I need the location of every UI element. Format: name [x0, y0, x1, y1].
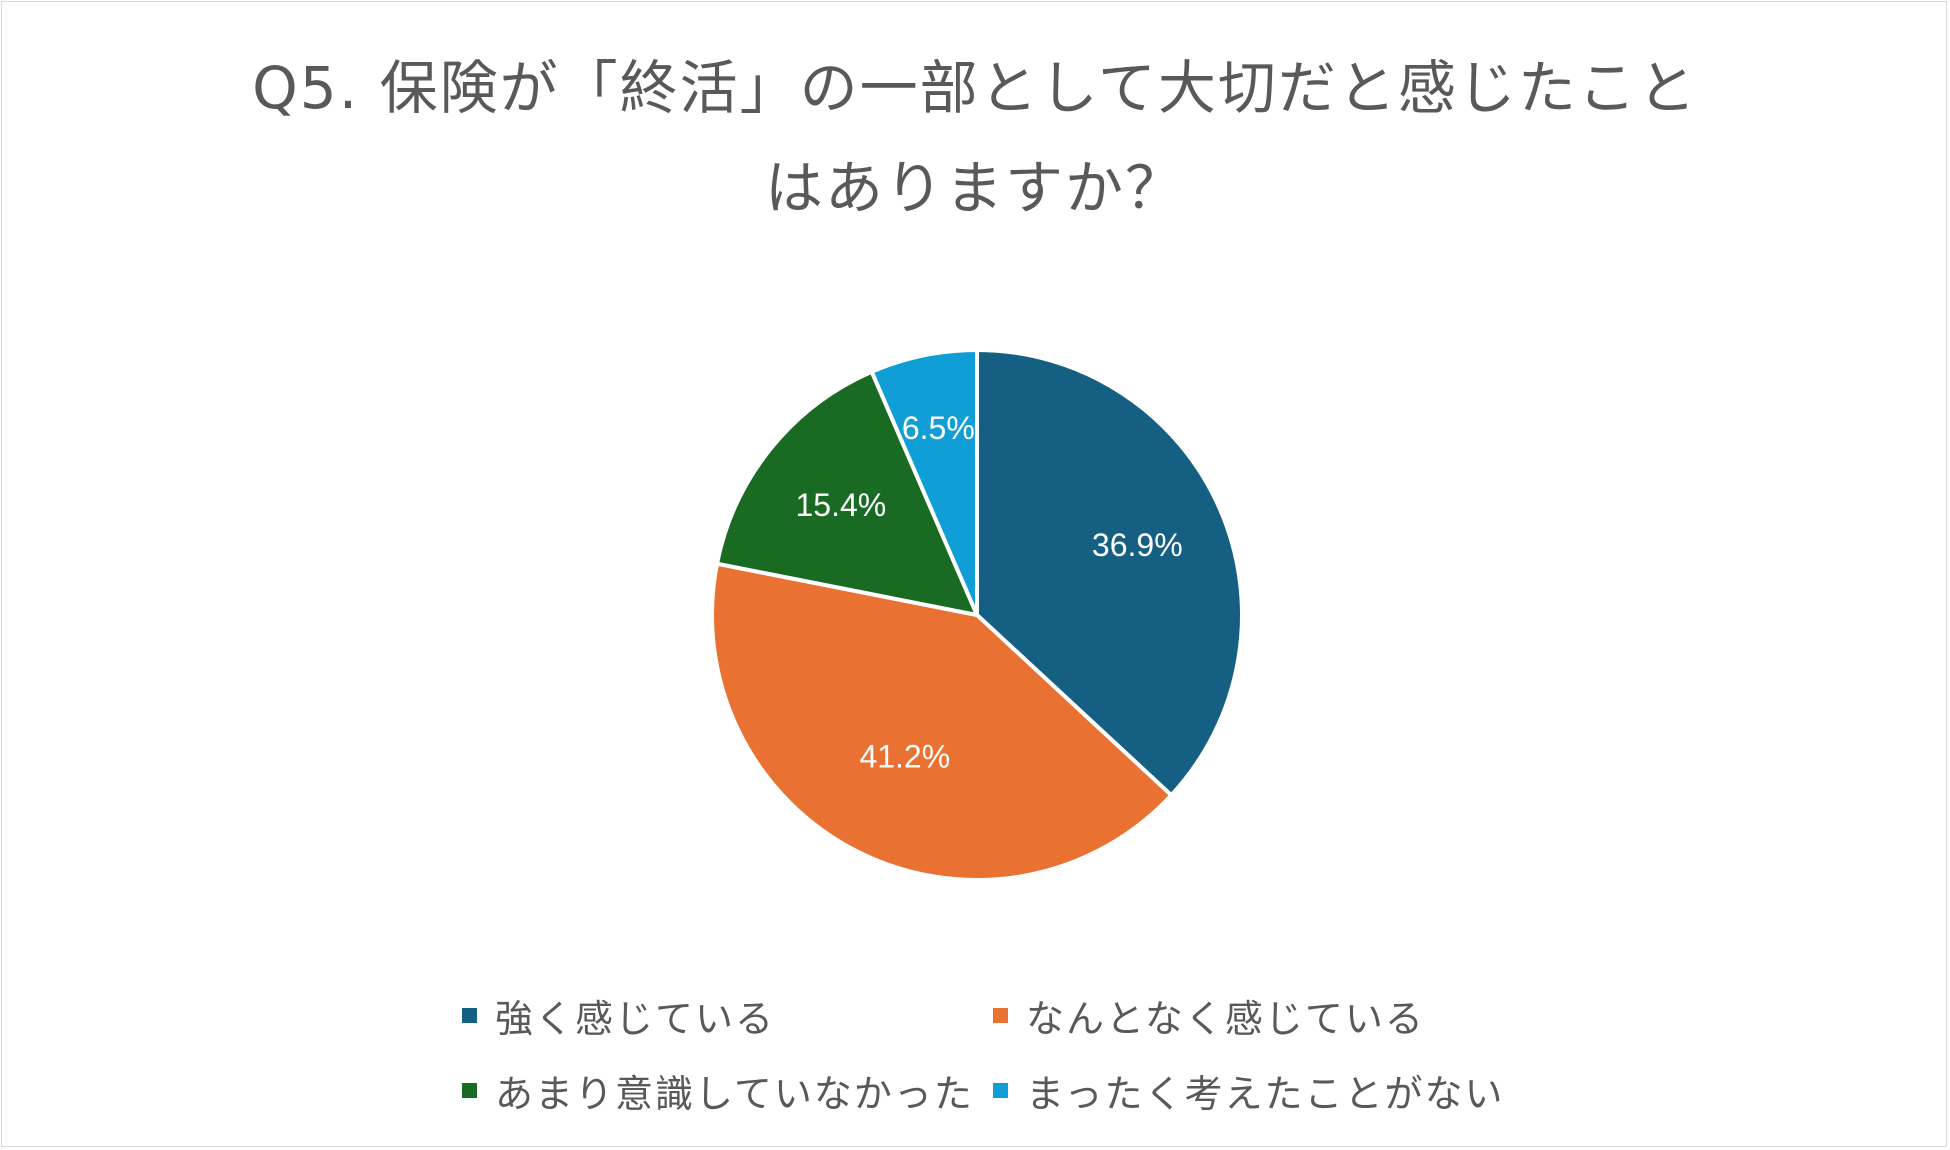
- pie-slice-somewhat: [710, 561, 1174, 882]
- data-label-never: 6.5%: [902, 410, 975, 446]
- data-label-not-much: 15.4%: [795, 487, 886, 523]
- chart-title: Q5. 保険が「終活」の一部として大切だと感じたこと はありますか？: [0, 38, 1950, 238]
- chart-title-line-1: Q5. 保険が「終活」の一部として大切だと感じたこと: [252, 54, 1698, 122]
- data-label-strongly: 36.9%: [1092, 527, 1183, 563]
- chart-title-line-2: はありますか？: [764, 154, 1185, 222]
- pie-slice-strongly: [975, 348, 1244, 798]
- data-label-somewhat: 41.2%: [859, 739, 950, 775]
- pie-slice-never: [869, 348, 979, 617]
- pie-slice-not-much: [715, 369, 979, 617]
